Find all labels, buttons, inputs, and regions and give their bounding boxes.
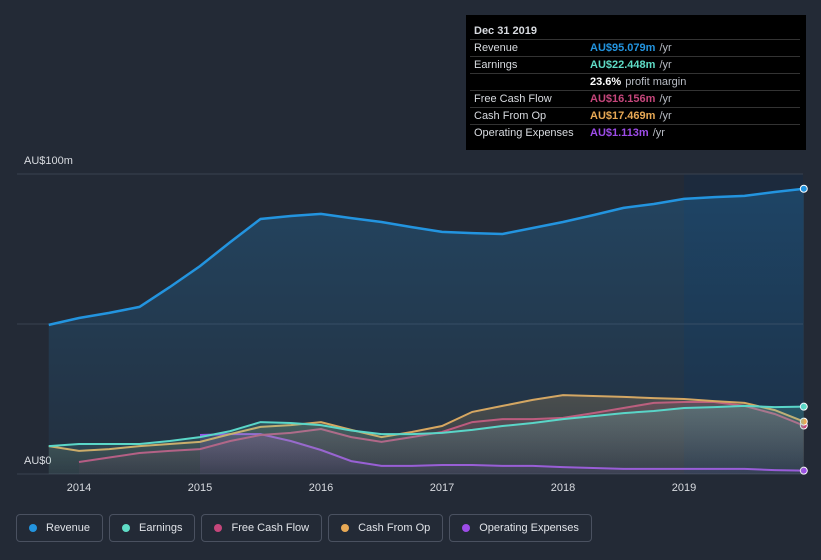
x-tick-label: 2016 <box>309 482 333 494</box>
x-tick-label: 2014 <box>67 482 91 494</box>
legend-item[interactable]: Free Cash Flow <box>201 514 323 542</box>
y-tick-label: AU$100m <box>24 155 73 167</box>
legend-swatch <box>214 524 223 532</box>
tooltip-unit: /yr <box>659 93 672 105</box>
tooltip-unit: /yr <box>659 59 672 71</box>
tooltip-value: AU$1.113m/yr <box>590 127 665 139</box>
tooltip-value-text: AU$95.079m <box>590 42 656 54</box>
legend-item[interactable]: Revenue <box>16 514 104 542</box>
tooltip-value-text: AU$16.156m <box>590 93 656 105</box>
tooltip-value-text: AU$22.448m <box>590 59 656 71</box>
tooltip-label: Free Cash Flow <box>474 93 552 105</box>
tooltip-unit: /yr <box>659 110 672 122</box>
tooltip-value: AU$95.079m/yr <box>590 42 672 54</box>
tooltip-unit: /yr <box>659 42 672 54</box>
legend-item[interactable]: Operating Expenses <box>449 514 592 542</box>
chart: AU$0 AU$100m 2014 2015 2016 2017 2018 2019 Dec 3… <box>17 15 808 494</box>
tooltip-label: Revenue <box>474 42 518 54</box>
tooltip-value: 23.6% profit margin <box>590 76 686 88</box>
tooltip-value-text: 23.6% <box>590 76 621 88</box>
legend-label: Earnings <box>139 522 183 534</box>
legend-item[interactable]: Cash From Op <box>328 514 444 542</box>
tooltip-label: Operating Expenses <box>474 127 574 139</box>
tooltip-value: AU$17.469m/yr <box>590 110 672 122</box>
series-line <box>48 187 804 327</box>
tooltip-date: Dec 31 2019 <box>474 25 537 37</box>
legend-swatch <box>29 524 37 532</box>
legend-label: Cash From Op <box>358 522 431 534</box>
legend-label: Free Cash Flow <box>231 522 310 534</box>
legend-swatch <box>341 524 350 532</box>
tooltip-value: AU$16.156m/yr <box>590 93 672 105</box>
area <box>48 188 804 474</box>
legend-item[interactable]: Earnings <box>109 514 196 542</box>
tooltip-unit: /yr <box>653 127 666 139</box>
end-marker <box>799 184 808 193</box>
tooltip-value-text: AU$1.113m <box>590 127 649 139</box>
tooltip-value-text: AU$17.469m <box>590 110 656 122</box>
tooltip-box <box>466 15 806 150</box>
tooltip-label: Cash From Op <box>474 110 546 122</box>
x-tick-label: 2015 <box>188 482 212 494</box>
legend-label: Revenue <box>46 522 91 534</box>
x-tick-label: 2018 <box>551 482 575 494</box>
legend-label: Operating Expenses <box>479 522 579 534</box>
legend-swatch <box>122 524 131 532</box>
y-tick-label: AU$0 <box>24 455 52 467</box>
legend: Revenue Earnings Free Cash Flow Cash From O… <box>16 514 592 542</box>
tooltip-value: AU$22.448m/yr <box>590 59 672 71</box>
x-tick-label: 2017 <box>430 482 454 494</box>
tooltip-label: Earnings <box>474 59 518 71</box>
legend-swatch <box>462 524 471 532</box>
x-tick-label: 2019 <box>672 482 696 494</box>
tooltip-unit: profit margin <box>625 76 686 88</box>
